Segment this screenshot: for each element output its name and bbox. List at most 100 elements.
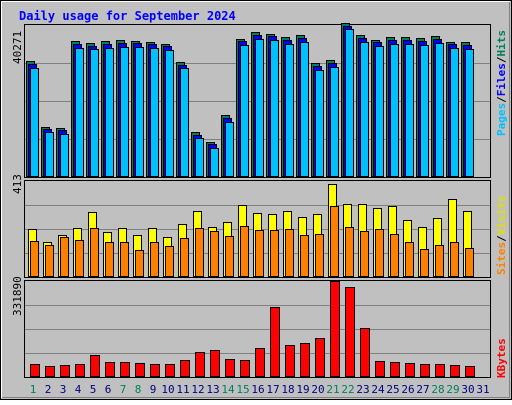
bar-kbytes-day-29 xyxy=(450,365,460,377)
bar-kbytes-day-17 xyxy=(270,307,280,377)
bar-kbytes-day-30 xyxy=(465,366,475,377)
bar-kbytes-day-21 xyxy=(330,281,340,377)
bar-kbytes-day-19 xyxy=(300,343,310,377)
bar-sites-day-13 xyxy=(210,231,219,277)
bar-sites-day-17 xyxy=(270,230,279,277)
bar-kbytes-day-4 xyxy=(75,364,85,377)
bar-sites-day-9 xyxy=(150,242,159,277)
bar-sites-day-16 xyxy=(255,230,264,277)
legend-middle: Sites/Visits xyxy=(495,196,508,276)
top-ymax-label: 40271 xyxy=(11,31,24,64)
bar-sites-day-27 xyxy=(420,249,429,277)
bar-pages-day-8 xyxy=(135,47,144,177)
bar-pages-day-11 xyxy=(180,68,189,177)
x-label-day-7: 7 xyxy=(120,383,127,396)
bar-kbytes-day-10 xyxy=(165,364,175,377)
bar-kbytes-day-24 xyxy=(375,361,385,377)
x-label-day-6: 6 xyxy=(105,383,112,396)
bar-sites-day-28 xyxy=(435,245,444,277)
bar-kbytes-day-5 xyxy=(90,355,100,377)
bar-pages-day-5 xyxy=(90,49,99,177)
bar-sites-day-14 xyxy=(225,236,234,277)
bar-kbytes-day-6 xyxy=(105,362,115,377)
bar-pages-day-19 xyxy=(300,42,309,177)
bar-sites-day-23 xyxy=(360,231,369,277)
bar-kbytes-day-8 xyxy=(135,363,145,377)
bar-kbytes-day-14 xyxy=(225,359,235,377)
bar-kbytes-day-22 xyxy=(345,287,355,377)
chart-title: Daily usage for September 2024 xyxy=(19,9,236,23)
bar-sites-day-5 xyxy=(90,228,99,277)
bar-kbytes-day-18 xyxy=(285,345,295,377)
bar-sites-day-24 xyxy=(375,229,384,277)
bar-sites-day-10 xyxy=(165,246,174,277)
x-label-day-1: 1 xyxy=(30,383,37,396)
bar-sites-day-12 xyxy=(195,228,204,277)
x-label-day-25: 25 xyxy=(386,383,399,396)
bar-pages-day-15 xyxy=(240,45,249,177)
bar-kbytes-day-16 xyxy=(255,348,265,377)
bar-sites-day-30 xyxy=(465,248,474,277)
x-label-day-31: 31 xyxy=(476,383,489,396)
bar-kbytes-day-15 xyxy=(240,360,250,377)
legend-kbytes: KBytes xyxy=(495,338,508,378)
x-label-day-27: 27 xyxy=(416,383,429,396)
bar-pages-day-4 xyxy=(75,48,84,177)
bar-kbytes-day-28 xyxy=(435,364,445,377)
bar-pages-day-29 xyxy=(450,48,459,177)
bar-sites-day-18 xyxy=(285,229,294,277)
bar-sites-day-19 xyxy=(300,235,309,277)
x-label-day-28: 28 xyxy=(431,383,444,396)
x-label-day-15: 15 xyxy=(236,383,249,396)
bar-pages-day-22 xyxy=(345,29,354,177)
x-label-day-26: 26 xyxy=(401,383,414,396)
bar-kbytes-day-1 xyxy=(30,364,40,377)
bar-pages-day-25 xyxy=(390,44,399,177)
bar-sites-day-11 xyxy=(180,238,189,277)
bar-pages-day-10 xyxy=(165,50,174,177)
bar-pages-day-9 xyxy=(150,48,159,177)
x-label-day-16: 16 xyxy=(251,383,264,396)
bar-kbytes-day-27 xyxy=(420,364,430,377)
x-label-day-21: 21 xyxy=(326,383,339,396)
x-label-day-20: 20 xyxy=(311,383,324,396)
bar-kbytes-day-7 xyxy=(120,362,130,377)
bar-pages-day-23 xyxy=(360,42,369,177)
bar-pages-day-21 xyxy=(330,67,339,177)
bar-kbytes-day-13 xyxy=(210,350,220,377)
bar-kbytes-day-9 xyxy=(150,364,160,377)
legend-sep-3: / xyxy=(495,235,508,242)
bar-kbytes-day-20 xyxy=(315,338,325,377)
x-label-day-18: 18 xyxy=(281,383,294,396)
x-label-day-2: 2 xyxy=(45,383,52,396)
bar-sites-day-3 xyxy=(60,237,69,277)
bar-sites-day-29 xyxy=(450,242,459,277)
bar-pages-day-24 xyxy=(375,46,384,177)
bar-sites-day-15 xyxy=(240,226,249,277)
legend-top: Pages/Files/Hits xyxy=(495,30,508,136)
bar-pages-day-2 xyxy=(45,132,54,177)
legend-pages: Pages xyxy=(495,103,508,136)
bar-pages-day-18 xyxy=(285,44,294,177)
legend-sites: Sites xyxy=(495,242,508,275)
x-label-day-19: 19 xyxy=(296,383,309,396)
bar-sites-day-2 xyxy=(45,245,54,277)
x-label-day-30: 30 xyxy=(461,383,474,396)
x-label-day-10: 10 xyxy=(161,383,174,396)
bar-sites-day-1 xyxy=(30,241,39,277)
x-label-day-24: 24 xyxy=(371,383,385,396)
bar-sites-day-6 xyxy=(105,242,114,277)
bar-kbytes-day-23 xyxy=(360,328,370,377)
bar-sites-day-8 xyxy=(135,250,144,277)
bar-pages-day-30 xyxy=(465,49,474,177)
bar-kbytes-day-25 xyxy=(390,362,400,377)
bar-pages-day-26 xyxy=(405,44,414,177)
bar-pages-day-16 xyxy=(255,39,264,177)
bar-pages-day-7 xyxy=(120,47,129,177)
legend-sep-1: / xyxy=(495,96,508,103)
bar-sites-day-7 xyxy=(120,242,129,277)
x-label-day-22: 22 xyxy=(341,383,354,396)
bar-sites-day-4 xyxy=(75,240,84,277)
x-label-day-12: 12 xyxy=(191,383,204,396)
